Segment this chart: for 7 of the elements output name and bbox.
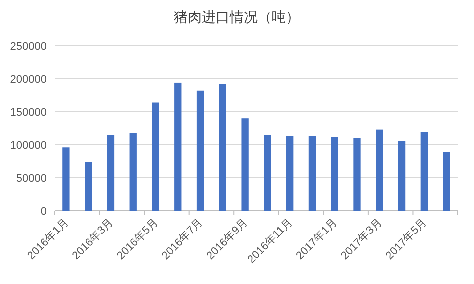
y-tick-label: 250000 [10,41,47,53]
y-tick-label: 200000 [10,74,47,86]
y-tick-label: 100000 [10,140,47,152]
chart-title: 猪肉进口情况（吨） [174,9,300,25]
y-tick-label: 150000 [10,107,47,119]
y-tick-label: 50000 [16,173,47,185]
y-tick-label: 0 [40,206,47,218]
